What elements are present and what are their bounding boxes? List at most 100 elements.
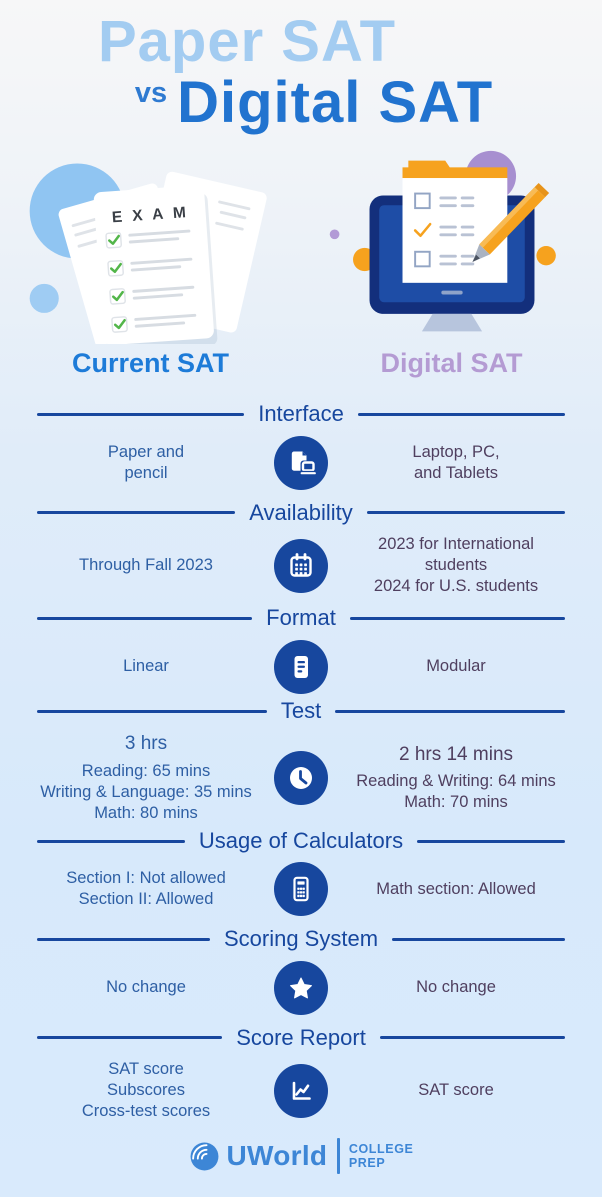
- heading-rule-left: [37, 937, 210, 941]
- value-line: Laptop, PC,: [412, 442, 500, 461]
- paper-sat-value: SAT score Subscores Cross-test scores: [18, 1059, 274, 1122]
- section-body: No change No change: [0, 960, 602, 1015]
- value-headline: 3 hrs: [124, 733, 168, 755]
- digital-sat-value: No change: [328, 977, 584, 998]
- paper-sat-value: Through Fall 2023: [18, 555, 274, 576]
- section-body: Section I: Not allowed Section II: Allow…: [0, 862, 602, 917]
- section-score-report: Score Report SAT score Subscores Cross-t…: [0, 1025, 602, 1123]
- section-heading: Score Report: [0, 1025, 602, 1051]
- section-title: Scoring System: [223, 926, 379, 952]
- paper-sat-value: 3 hrs Reading: 65 mins Writing & Languag…: [18, 732, 274, 824]
- section-title: Format: [266, 605, 336, 631]
- value-line: Cross-test scores: [81, 1102, 211, 1121]
- value-line: Writing & Language: 35 mins: [40, 782, 252, 801]
- section-interface: Interface Paper and pencil Laptop, PC, a…: [0, 401, 602, 490]
- heading-rule-right: [366, 511, 566, 515]
- heading-rule-right: [335, 709, 566, 713]
- section-body: SAT score Subscores Cross-test scores SA…: [0, 1059, 602, 1122]
- paper-sat-value: Section I: Not allowed Section II: Allow…: [18, 868, 274, 910]
- heading-rule-left: [37, 1036, 223, 1040]
- value-line: SAT score: [418, 1081, 494, 1100]
- title-vs: vs: [134, 77, 168, 110]
- section-format: Format Linear Modular: [0, 605, 602, 694]
- value-line: students: [424, 556, 488, 575]
- section-heading: Interface: [0, 401, 602, 427]
- section-calculators: Usage of Calculators Section I: Not allo…: [0, 828, 602, 917]
- paper-sat-value: Linear: [18, 656, 274, 677]
- digital-sat-value: 2023 for International students 2024 for…: [328, 534, 584, 597]
- value-line: Section II: Allowed: [78, 890, 214, 909]
- digital-sat-illustration: [301, 144, 602, 344]
- digital-sat-label: Digital SAT: [380, 348, 523, 379]
- heading-rule-left: [37, 709, 267, 713]
- title-line2: vs Digital SAT: [13, 73, 602, 132]
- line-chart-icon: [274, 1063, 328, 1118]
- illustration-row: E X A M: [0, 144, 602, 344]
- pencil-illustration: [471, 182, 549, 262]
- value-line: Linear: [123, 657, 169, 676]
- brand-name: UWorld: [226, 1140, 328, 1172]
- document-laptop-icon: [274, 435, 328, 490]
- section-title: Score Report: [236, 1024, 366, 1050]
- digital-sat-value: Laptop, PC, and Tablets: [328, 442, 584, 484]
- page-title: Paper SAT vs Digital SAT: [0, 0, 602, 132]
- value-line: Reading & Writing: 64 mins: [356, 772, 556, 791]
- value-line: Section I: Not allowed: [66, 869, 226, 888]
- paper-sat-value: Paper and pencil: [18, 442, 274, 484]
- title-paper-sat: Paper SAT: [97, 9, 396, 74]
- heading-rule-left: [37, 839, 185, 843]
- digital-sat-value: SAT score: [328, 1080, 584, 1101]
- value-line: pencil: [124, 463, 168, 482]
- value-line: 2023 for International: [378, 535, 534, 554]
- heading-rule-right: [417, 839, 565, 843]
- value-line: SAT score: [108, 1060, 184, 1079]
- heading-rule-right: [349, 617, 565, 621]
- section-title: Test: [280, 697, 322, 723]
- paper-sat-illustration: E X A M: [0, 144, 301, 344]
- value-line: Through Fall 2023: [79, 556, 213, 575]
- value-line: No change: [416, 978, 496, 997]
- section-heading: Usage of Calculators: [0, 828, 602, 854]
- value-line: No change: [106, 978, 186, 997]
- section-body: Through Fall 2023 2023 for International…: [0, 534, 602, 597]
- value-headline: 2 hrs 14 mins: [398, 743, 514, 765]
- value-line: Modular: [426, 657, 486, 676]
- uworld-globe-icon: [190, 1142, 218, 1171]
- value-line: Reading: 65 mins: [81, 761, 211, 780]
- document-icon: [274, 639, 328, 694]
- current-sat-label: Current SAT: [71, 348, 229, 379]
- value-line: 2024 for U.S. students: [373, 577, 539, 596]
- section-heading: Availability: [0, 500, 602, 526]
- section-test: Test 3 hrs Reading: 65 mins Writing & La…: [0, 698, 602, 824]
- heading-rule-right: [379, 1036, 565, 1040]
- heading-rule-right: [357, 413, 566, 416]
- calculator-icon: [274, 862, 328, 917]
- footer-brand: UWorld COLLEGE PREP: [0, 1138, 602, 1175]
- heading-rule-left: [37, 511, 236, 515]
- section-title: Usage of Calculators: [198, 827, 404, 853]
- section-heading: Test: [0, 698, 602, 724]
- value-line: Subscores: [107, 1081, 185, 1100]
- paper-sat-value: No change: [18, 977, 274, 998]
- section-availability: Availability Through Fall 2023: [0, 500, 602, 598]
- heading-rule-left: [37, 617, 253, 621]
- illustration-labels: Current SAT Digital SAT: [0, 348, 602, 379]
- exam-label: E X A M: [111, 204, 189, 226]
- section-body: Linear Modular: [0, 639, 602, 694]
- section-title: Interface: [258, 401, 344, 427]
- section-title: Availability: [249, 499, 353, 525]
- section-scoring: Scoring System No change No change: [0, 926, 602, 1015]
- brand-division: COLLEGE PREP: [349, 1142, 414, 1172]
- brand-divider: [337, 1138, 340, 1175]
- clock-icon: [274, 751, 328, 806]
- exam-papers-illustration: E X A M: [29, 163, 267, 344]
- digital-sat-value: Math section: Allowed: [328, 879, 584, 900]
- value-line: and Tablets: [413, 463, 499, 482]
- value-line: Paper and: [107, 442, 185, 461]
- value-line: Math: 80 mins: [94, 803, 198, 822]
- heading-rule-left: [37, 413, 245, 416]
- section-body: 3 hrs Reading: 65 mins Writing & Languag…: [0, 732, 602, 824]
- section-heading: Scoring System: [0, 926, 602, 952]
- section-body: Paper and pencil Laptop, PC, and Tablets: [0, 435, 602, 490]
